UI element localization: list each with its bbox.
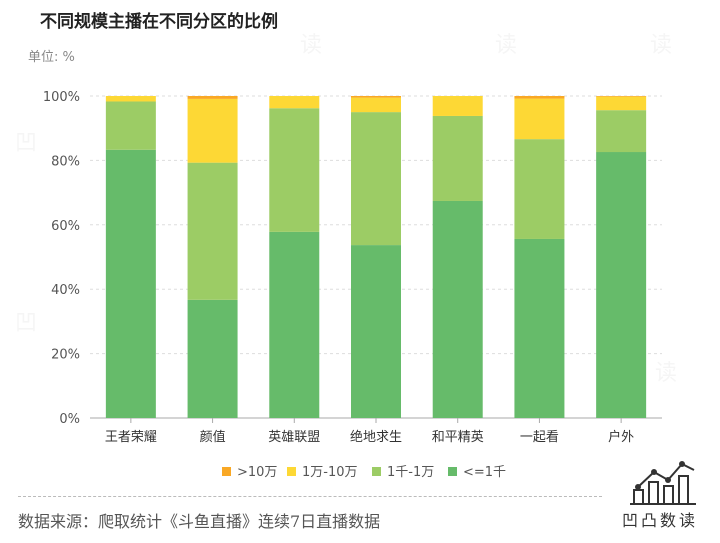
x-tick-label: 颜值 bbox=[200, 429, 226, 445]
y-tick-label: 100% bbox=[43, 90, 80, 105]
watermark-glyph: 凹 bbox=[15, 311, 37, 336]
y-tick-label: 40% bbox=[51, 283, 80, 298]
x-tick-label: 和平精英 bbox=[432, 430, 484, 445]
bar-segment bbox=[351, 97, 401, 113]
bar-segment bbox=[187, 98, 238, 163]
legend-swatch bbox=[448, 467, 457, 476]
watermark-glyph: 凹 bbox=[15, 131, 37, 156]
legend-label: 1千-1万 bbox=[387, 465, 434, 480]
bar-segment bbox=[514, 96, 565, 99]
bar-segment bbox=[596, 152, 647, 418]
legend-swatch bbox=[372, 467, 381, 476]
bar-segment bbox=[514, 98, 565, 140]
bar-segment bbox=[351, 112, 401, 246]
brand-logo-icon bbox=[630, 461, 696, 505]
watermark-glyph: 读 bbox=[650, 33, 672, 58]
bar-segment bbox=[432, 200, 483, 418]
bar-segment bbox=[351, 245, 401, 418]
legend-swatch bbox=[287, 467, 296, 476]
watermark-glyph: 读 bbox=[300, 33, 322, 58]
bar-segment bbox=[105, 149, 156, 419]
x-tick-label: 户外 bbox=[608, 429, 634, 445]
bar-segment bbox=[432, 115, 483, 201]
y-tick-label: 80% bbox=[51, 154, 80, 169]
x-tick-label: 一起看 bbox=[520, 429, 559, 445]
bar-segment bbox=[514, 238, 565, 418]
bar-segment bbox=[269, 96, 320, 109]
bar-segment bbox=[269, 108, 320, 232]
watermark-glyph: 读 bbox=[495, 33, 517, 58]
y-tick-label: 0% bbox=[59, 412, 80, 427]
y-tick-label: 60% bbox=[51, 219, 80, 234]
bar-segment bbox=[105, 101, 156, 150]
watermark-glyph: 读 bbox=[655, 361, 677, 386]
bar-segment bbox=[269, 231, 320, 418]
x-tick-label: 王者荣耀 bbox=[105, 430, 157, 445]
bar-segment bbox=[514, 139, 565, 239]
bar-segment bbox=[596, 96, 647, 97]
bar-segment bbox=[105, 96, 156, 102]
bar-segment bbox=[187, 96, 238, 99]
unit-label: 单位: % bbox=[28, 50, 75, 65]
x-tick-label: 英雄联盟 bbox=[268, 430, 320, 445]
legend-label: <=1千 bbox=[463, 465, 506, 480]
y-tick-label: 20% bbox=[51, 348, 80, 363]
legend-label: >10万 bbox=[237, 465, 277, 480]
footer-divider bbox=[18, 496, 602, 497]
bar-segment bbox=[596, 96, 647, 111]
legend-swatch bbox=[222, 467, 231, 476]
chart-title: 不同规模主播在不同分区的比例 bbox=[40, 12, 278, 32]
legend-label: 1万-10万 bbox=[302, 465, 358, 480]
bar-segment bbox=[187, 299, 238, 418]
bar-segment bbox=[351, 96, 401, 98]
bar-segment bbox=[596, 110, 647, 153]
x-tick-label: 绝地求生 bbox=[350, 429, 402, 445]
data-source-note: 数据来源：爬取统计《斗鱼直播》连续7日直播数据 bbox=[18, 512, 381, 531]
bar-segment bbox=[432, 96, 483, 116]
brand-logo-text: 凹凸数读 bbox=[622, 511, 699, 530]
bar-segment bbox=[187, 162, 238, 300]
